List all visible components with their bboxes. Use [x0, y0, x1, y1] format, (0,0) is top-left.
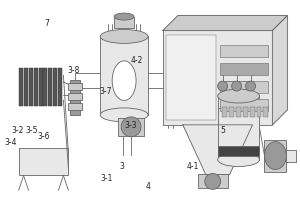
- Text: 3-1: 3-1: [100, 174, 113, 183]
- Bar: [53, 68, 57, 106]
- Ellipse shape: [100, 29, 148, 43]
- Text: 3-4: 3-4: [5, 138, 17, 147]
- Bar: [44, 68, 47, 106]
- Bar: [118, 118, 144, 136]
- Bar: [218, 96, 260, 160]
- Bar: [220, 63, 268, 75]
- Bar: [220, 99, 268, 111]
- Bar: [229, 107, 234, 117]
- Bar: [263, 107, 268, 117]
- Text: 5: 5: [221, 126, 226, 135]
- Circle shape: [232, 81, 242, 91]
- Polygon shape: [163, 16, 287, 30]
- Text: 7: 7: [44, 19, 50, 28]
- Ellipse shape: [218, 153, 260, 167]
- Ellipse shape: [218, 89, 260, 103]
- Bar: [24, 68, 28, 106]
- Bar: [250, 107, 254, 117]
- Bar: [114, 17, 134, 28]
- Bar: [34, 68, 38, 106]
- Text: 4: 4: [146, 182, 151, 191]
- Circle shape: [246, 81, 256, 91]
- Bar: [163, 30, 272, 125]
- Circle shape: [218, 81, 228, 91]
- Text: 3-2: 3-2: [11, 126, 23, 135]
- Polygon shape: [272, 16, 287, 125]
- Ellipse shape: [112, 61, 136, 100]
- Text: 4-1: 4-1: [187, 162, 200, 171]
- Bar: [256, 107, 262, 117]
- Text: 3: 3: [119, 162, 124, 171]
- Bar: [198, 174, 228, 188]
- Bar: [49, 68, 52, 106]
- Ellipse shape: [265, 142, 286, 170]
- Bar: [19, 68, 22, 106]
- Bar: [243, 107, 248, 117]
- Bar: [68, 93, 82, 100]
- Bar: [19, 148, 68, 175]
- Bar: [236, 107, 241, 117]
- Bar: [100, 36, 148, 115]
- Bar: [68, 83, 82, 90]
- Bar: [68, 103, 82, 110]
- Bar: [220, 81, 268, 93]
- Text: 3-8: 3-8: [68, 66, 80, 75]
- Text: 3-5: 3-5: [26, 126, 38, 135]
- Text: 3-7: 3-7: [99, 87, 112, 96]
- Ellipse shape: [114, 13, 134, 20]
- Bar: [38, 68, 43, 106]
- Bar: [286, 150, 296, 162]
- Bar: [218, 146, 260, 156]
- Ellipse shape: [100, 108, 148, 122]
- Bar: [70, 80, 80, 115]
- Polygon shape: [183, 125, 253, 174]
- Text: 3-3: 3-3: [124, 121, 137, 130]
- Circle shape: [205, 173, 221, 189]
- Bar: [265, 140, 286, 172]
- Circle shape: [121, 117, 141, 137]
- Text: 3-6: 3-6: [38, 132, 50, 141]
- Text: 4-2: 4-2: [130, 56, 143, 65]
- Bar: [220, 45, 268, 57]
- Bar: [28, 68, 32, 106]
- Bar: [58, 68, 62, 106]
- Bar: [222, 107, 226, 117]
- Bar: [166, 35, 216, 120]
